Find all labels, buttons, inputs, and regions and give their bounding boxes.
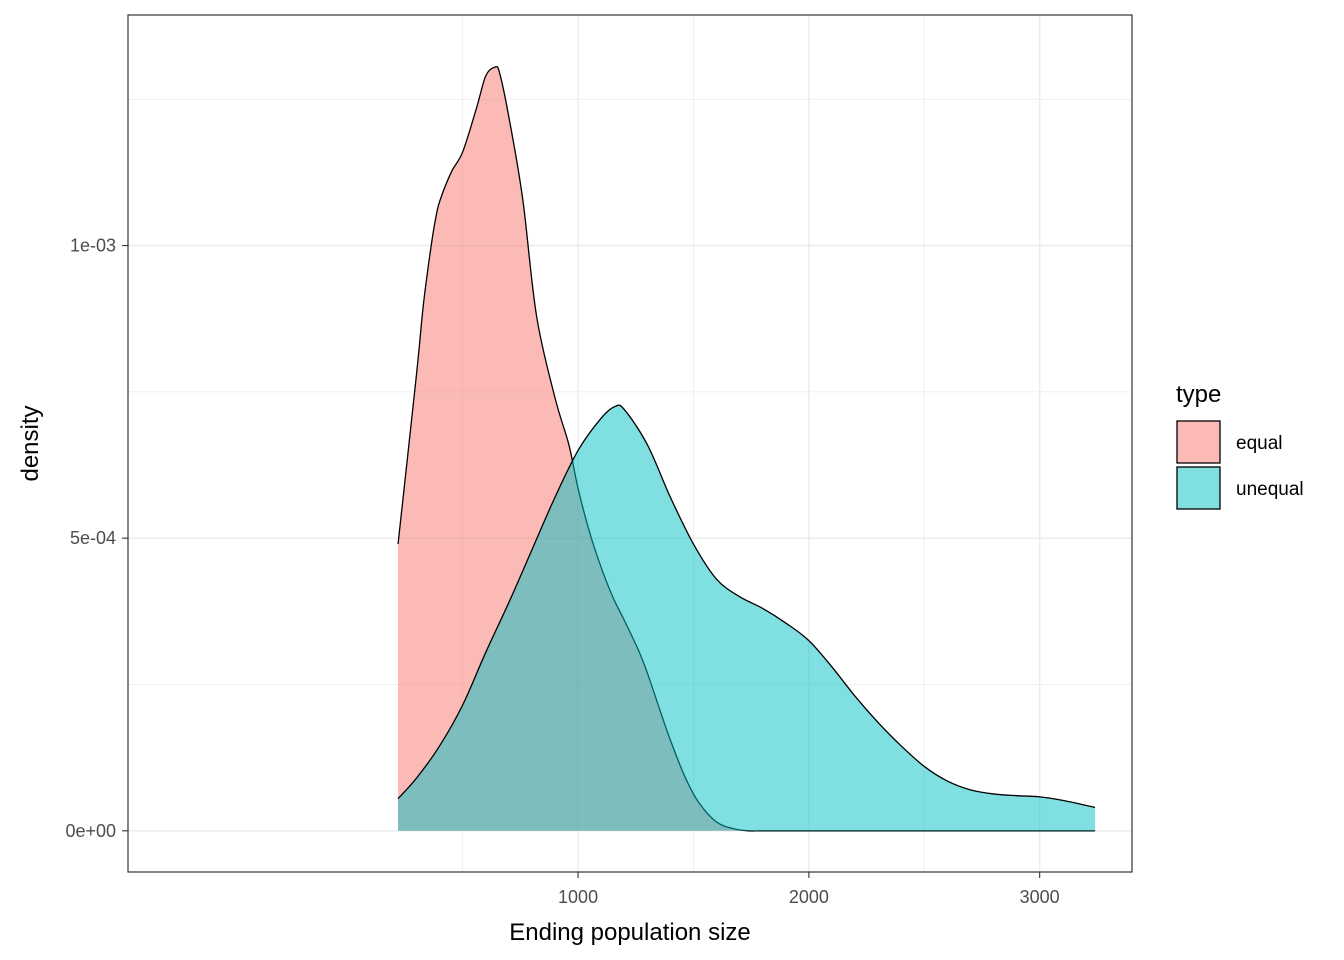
legend-item-equal: equal	[1176, 420, 1283, 464]
legend-title: type	[1176, 381, 1221, 408]
panel-border	[127, 14, 1133, 873]
legend-key-unequal	[1176, 466, 1221, 510]
x-axis-title: Ending population size	[509, 919, 751, 946]
y-tick-label: 0e+00	[65, 821, 116, 841]
y-tick-label: 1e-03	[70, 236, 116, 256]
density-series-unequal	[397, 404, 1096, 831]
x-tick-label: 3000	[1020, 887, 1060, 907]
legend-key-equal	[1176, 420, 1221, 464]
x-tick-label: 1000	[558, 887, 598, 907]
legend-label-equal: equal	[1236, 433, 1283, 454]
density-area-unequal	[398, 405, 1096, 831]
density-line-unequal	[397, 404, 1096, 809]
legend: type equal unequal	[1176, 381, 1304, 510]
y-tick-label: 5e-04	[70, 528, 116, 548]
legend-label-unequal: unequal	[1236, 479, 1304, 500]
x-tick-label: 2000	[789, 887, 829, 907]
legend-items: equal unequal	[1176, 420, 1304, 510]
legend-item-unequal: unequal	[1176, 466, 1304, 510]
density-areas	[397, 65, 1096, 832]
y-axis-title: density	[17, 405, 44, 481]
axis-ticks: 1000 2000 3000 0e+00 5e-04 1e-03	[65, 236, 1059, 907]
